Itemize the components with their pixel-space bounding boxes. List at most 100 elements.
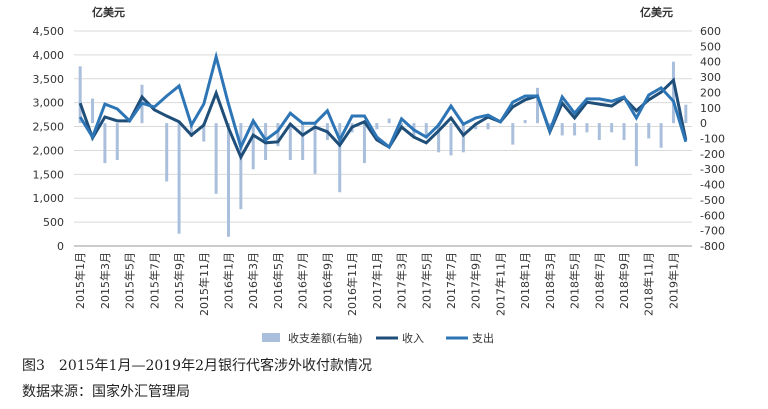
bar <box>486 123 490 130</box>
y-tick-label: 4,500 <box>33 25 65 38</box>
bar <box>227 123 230 237</box>
bar <box>301 123 305 160</box>
bar <box>548 123 552 128</box>
bar <box>536 87 539 124</box>
y2-tick-label: 400 <box>700 56 721 69</box>
y2-tick-label: 300 <box>700 71 721 84</box>
x-tick-label: 2018年1月 <box>518 252 532 309</box>
y2-tick-label: 600 <box>700 25 721 38</box>
bar <box>622 123 626 141</box>
x-tick-label: 2016年5月 <box>271 252 285 309</box>
y2-tick-label: -100 <box>700 133 725 146</box>
bar <box>560 123 564 136</box>
x-tick-label: 2017年3月 <box>395 252 409 309</box>
bar <box>338 123 342 193</box>
bar <box>511 123 515 145</box>
y-tick-label: 2,000 <box>33 144 65 157</box>
bar <box>115 123 119 160</box>
x-tick-label: 2018年9月 <box>617 252 631 309</box>
bar <box>214 123 218 194</box>
x-tick-label: 2015年3月 <box>98 252 112 309</box>
y2-tick-label: 200 <box>700 86 721 99</box>
y-tick-label: 3,500 <box>33 73 65 86</box>
y-tick-label: 500 <box>43 216 64 229</box>
bar <box>523 120 527 124</box>
y2-tick-label: -800 <box>700 240 725 253</box>
bar <box>165 123 169 182</box>
legend-label: 支出 <box>472 331 494 345</box>
bar <box>362 123 366 164</box>
x-tick-label: 2018年3月 <box>543 252 557 309</box>
legend-label: 收支差额(右轴) <box>288 331 363 345</box>
x-tick-label: 2016年11月 <box>345 252 359 316</box>
x-tick-label: 2017年1月 <box>370 252 384 309</box>
bar <box>659 123 663 148</box>
bar <box>671 61 675 124</box>
y2-tick-label: -400 <box>700 179 725 192</box>
legend-swatch <box>262 333 280 342</box>
y-tick-label: 1,000 <box>33 192 65 205</box>
bar <box>461 123 465 153</box>
bar <box>400 123 404 127</box>
bar <box>449 123 453 156</box>
y-tick-label: 4,000 <box>33 49 65 62</box>
x-tick-label: 2018年7月 <box>592 252 606 309</box>
x-tick-label: 2018年5月 <box>568 252 582 309</box>
bar <box>647 123 651 139</box>
caption: 图3 2015年1月—2019年2月银行代客涉外收付款情况 <box>22 357 372 374</box>
bar <box>634 123 638 167</box>
bar <box>91 98 95 124</box>
bar <box>573 123 577 136</box>
x-tick-label: 2015年1月 <box>73 252 87 309</box>
bar <box>585 123 589 133</box>
y-tick-label: 2,500 <box>33 121 65 134</box>
x-tick-label: 2016年7月 <box>296 252 310 309</box>
x-tick-label: 2017年11月 <box>493 252 507 316</box>
bar <box>251 123 255 170</box>
bar <box>276 123 280 147</box>
legend-label: 收入 <box>402 331 424 345</box>
y-tick-label: 3,000 <box>33 97 65 110</box>
right-unit: 亿美元 <box>640 5 673 19</box>
x-tick-label: 2019年1月 <box>666 252 680 309</box>
bar <box>288 123 292 160</box>
left-unit: 亿美元 <box>92 5 125 19</box>
x-tick-label: 2016年3月 <box>246 252 260 309</box>
bar <box>610 123 614 133</box>
x-tick-label: 2017年5月 <box>419 252 433 309</box>
bar <box>103 123 107 164</box>
bar <box>177 123 181 234</box>
bar <box>597 123 601 141</box>
bar <box>202 123 206 142</box>
x-tick-label: 2015年7月 <box>147 252 161 309</box>
y2-tick-label: 0 <box>700 117 707 130</box>
bar <box>437 123 441 153</box>
y2-tick-label: 100 <box>700 102 721 115</box>
x-tick-label: 2017年9月 <box>469 252 483 309</box>
bar <box>189 123 193 137</box>
y2-tick-label: -300 <box>700 163 725 176</box>
y2-tick-label: -600 <box>700 209 725 222</box>
bar <box>375 123 379 130</box>
x-tick-label: 2015年11月 <box>197 252 211 316</box>
x-tick-label: 2017年7月 <box>444 252 458 309</box>
x-tick-label: 2015年5月 <box>123 252 137 309</box>
y2-tick-label: 500 <box>700 40 721 53</box>
y-tick-label: 0 <box>57 240 64 253</box>
bar <box>78 66 82 124</box>
x-tick-label: 2016年1月 <box>222 252 236 309</box>
y2-tick-label: -200 <box>700 148 725 161</box>
y-tick-label: 1,500 <box>33 168 65 181</box>
bar <box>313 123 317 174</box>
source: 数据来源：国家外汇管理局 <box>22 383 190 400</box>
bar <box>474 123 478 130</box>
bar <box>239 123 243 210</box>
y2-tick-label: -700 <box>700 225 725 238</box>
bar <box>424 123 428 139</box>
x-tick-label: 2018年11月 <box>642 252 656 316</box>
line <box>78 50 688 152</box>
y2-tick-label: -500 <box>700 194 725 207</box>
bar <box>684 104 688 124</box>
